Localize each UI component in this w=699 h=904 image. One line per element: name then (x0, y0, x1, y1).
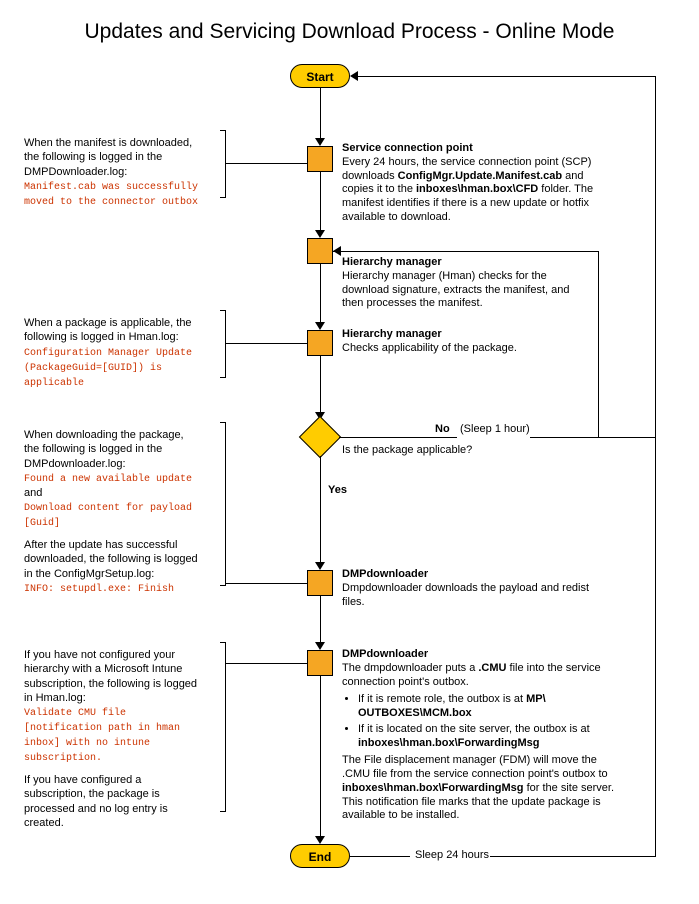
bracket-conn-2 (226, 343, 307, 344)
desc-hman1: Hierarchy manager Hierarchy manager (Hma… (342, 256, 592, 311)
arrow-down-icon (315, 562, 325, 570)
label-no: No (435, 423, 450, 435)
flow-line (598, 251, 599, 438)
hman2-text: Checks applicability of the package. (342, 342, 517, 354)
annotation-4: If you have not configured your hierarch… (20, 644, 215, 834)
desc-dmp2: DMPdownloader The dmpdownloader puts a .… (342, 648, 617, 823)
arrow-down-icon (315, 138, 325, 146)
bracket-3 (220, 422, 226, 586)
decision-question: Is the package applicable? (342, 444, 472, 456)
flow-line (320, 172, 321, 232)
flow-line (339, 437, 457, 438)
arrow-down-icon (315, 230, 325, 238)
dmp2-bullet2: If it is located on the site server, the… (358, 723, 617, 751)
hman2-heading: Hierarchy manager (342, 328, 442, 340)
desc-scp: Service connection point Every 24 hours,… (342, 142, 602, 225)
flow-line (320, 456, 321, 564)
bracket-conn-1 (226, 163, 307, 164)
flow-line (320, 596, 321, 644)
end-terminator: End (290, 844, 350, 868)
arrow-down-icon (315, 642, 325, 650)
hman1-text: Hierarchy manager (Hman) checks for the … (342, 270, 569, 310)
label-yes: Yes (328, 484, 347, 496)
dmp2-bullet1: If it is remote role, the outbox is at M… (358, 693, 617, 721)
hman1-heading: Hierarchy manager (342, 256, 442, 268)
desc-hman2: Hierarchy manager Checks applicability o… (342, 328, 602, 356)
ann3-mono1: Found a new available update (24, 474, 192, 485)
flow-line (320, 356, 321, 414)
ann3-text2: After the update has successful download… (24, 539, 198, 580)
bracket-4 (220, 642, 226, 812)
dmp1-heading: DMPdownloader (342, 568, 428, 580)
ann3-and: and (24, 487, 42, 499)
arrow-left-icon (350, 71, 358, 81)
dmp2-outro1: The File displacement manager (FDM) will… (342, 754, 608, 780)
ann1-mono: Manifest.cab was successfully moved to t… (24, 182, 198, 208)
arrow-left-icon (333, 246, 341, 256)
ann2-text: When a package is applicable, the follow… (24, 317, 192, 343)
dmp2-outrob: inboxes\hman.box\ForwardingMsg (342, 782, 524, 794)
label-sleep24: Sleep 24 hours (415, 849, 489, 861)
scp-bold1: ConfigMgr.Update.Manifest.cab (398, 170, 562, 182)
dmp1-text: Dmpdownloader downloads the payload and … (342, 582, 589, 608)
annotation-2: When a package is applicable, the follow… (20, 312, 215, 394)
flow-line (320, 88, 321, 140)
process-scp (307, 146, 333, 172)
page-title: Updates and Servicing Download Process -… (20, 20, 679, 44)
dmp2-cmu: .CMU (478, 662, 506, 674)
ann3-mono2: Download content for payload [Guid] (24, 503, 192, 529)
dmp2-intro1: The dmpdownloader puts a (342, 662, 478, 674)
flow-line (490, 856, 655, 857)
process-dmp1 (307, 570, 333, 596)
flow-line (320, 676, 321, 838)
annotation-3: When downloading the package, the follow… (20, 424, 215, 600)
dmp2-heading: DMPdownloader (342, 648, 428, 660)
ann2-mono: Configuration Manager Update (PackageGui… (24, 348, 192, 389)
ann4-mono: Validate CMU file [notification path in … (24, 708, 180, 764)
ann4-text2: If you have configured a subscription, t… (24, 774, 168, 829)
ann3-mono3: INFO: setupdl.exe: Finish (24, 584, 174, 595)
ann1-text: When the manifest is downloaded, the fol… (24, 137, 192, 178)
process-hman1 (307, 238, 333, 264)
flow-line (530, 437, 655, 438)
flow-line (333, 251, 598, 252)
scp-heading: Service connection point (342, 142, 473, 154)
flow-line (655, 437, 656, 857)
ann4-text1: If you have not configured your hierarch… (24, 649, 197, 704)
desc-dmp1: DMPdownloader Dmpdownloader downloads th… (342, 568, 602, 609)
bracket-conn-4 (226, 663, 307, 664)
bracket-conn-3 (226, 583, 307, 584)
process-hman2 (307, 330, 333, 356)
annotation-1: When the manifest is downloaded, the fol… (20, 132, 215, 213)
process-dmp2 (307, 650, 333, 676)
flow-line (320, 264, 321, 324)
decision-applicable (299, 416, 341, 458)
flowchart: Start Service connection point Every 24 … (20, 64, 680, 884)
arrow-down-icon (315, 836, 325, 844)
flow-line (350, 856, 410, 857)
flow-line (358, 76, 656, 77)
bracket-2 (220, 310, 226, 378)
bracket-1 (220, 130, 226, 198)
scp-bold2: inboxes\hman.box\CFD (416, 183, 538, 195)
flow-line (655, 76, 656, 438)
ann3-text1: When downloading the package, the follow… (24, 429, 184, 470)
arrow-down-icon (315, 322, 325, 330)
start-terminator: Start (290, 64, 350, 88)
label-sleep1h: (Sleep 1 hour) (460, 423, 530, 435)
